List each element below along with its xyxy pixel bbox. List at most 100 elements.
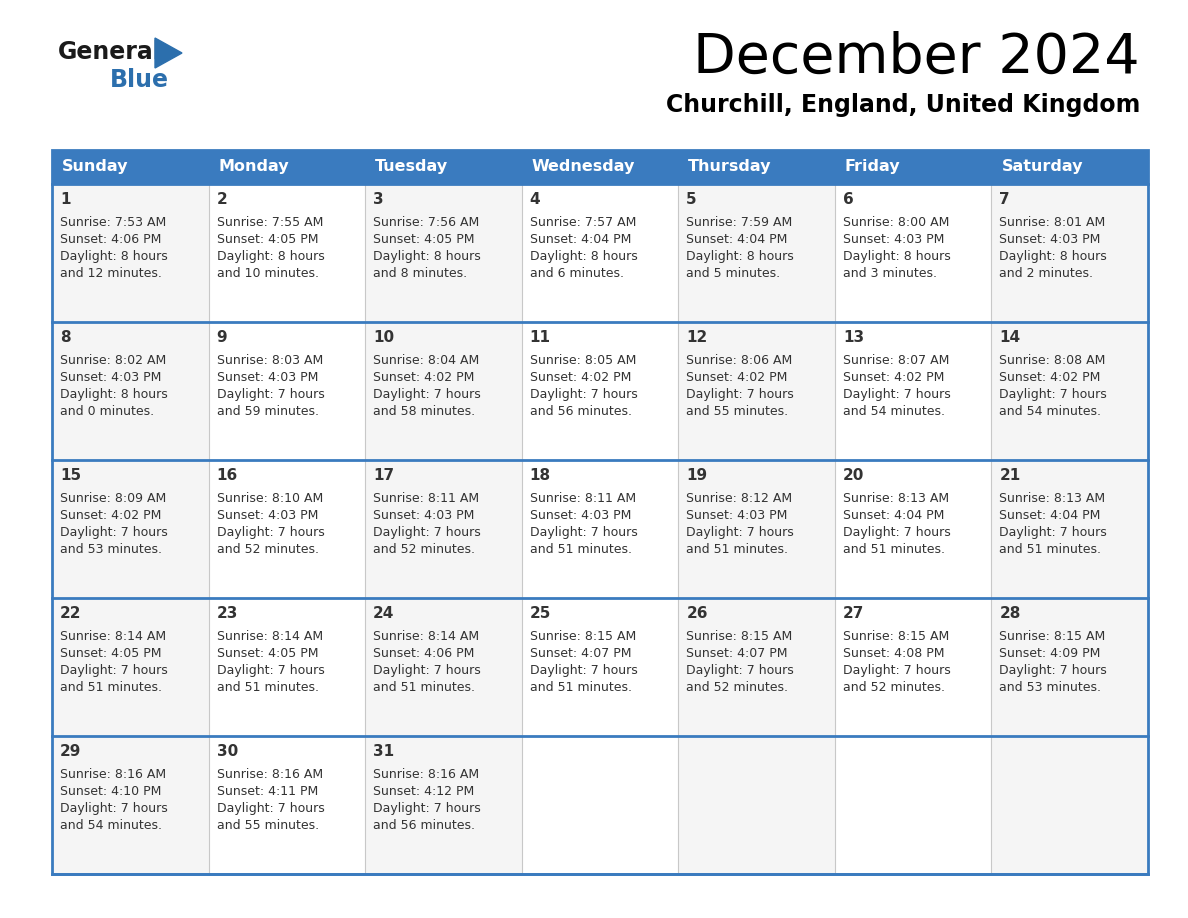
Text: and 12 minutes.: and 12 minutes. xyxy=(61,267,162,280)
Bar xyxy=(209,150,365,184)
Text: Daylight: 7 hours: Daylight: 7 hours xyxy=(687,526,794,539)
Text: Tuesday: Tuesday xyxy=(375,160,448,174)
Text: Sunday: Sunday xyxy=(62,160,128,174)
Text: Sunset: 4:10 PM: Sunset: 4:10 PM xyxy=(61,785,162,798)
Text: Sunrise: 8:16 AM: Sunrise: 8:16 AM xyxy=(373,768,479,781)
Text: and 51 minutes.: and 51 minutes. xyxy=(530,681,632,694)
Text: Sunset: 4:07 PM: Sunset: 4:07 PM xyxy=(530,647,631,660)
Bar xyxy=(52,150,209,184)
Bar xyxy=(835,736,992,874)
Text: Sunrise: 8:14 AM: Sunrise: 8:14 AM xyxy=(373,630,479,643)
Text: and 52 minutes.: and 52 minutes. xyxy=(842,681,944,694)
Bar xyxy=(52,460,209,598)
Bar xyxy=(678,598,835,736)
Text: Sunset: 4:09 PM: Sunset: 4:09 PM xyxy=(999,647,1101,660)
Text: Sunrise: 8:08 AM: Sunrise: 8:08 AM xyxy=(999,354,1106,367)
Text: and 51 minutes.: and 51 minutes. xyxy=(61,681,162,694)
Text: Sunset: 4:03 PM: Sunset: 4:03 PM xyxy=(216,509,318,522)
Text: Daylight: 7 hours: Daylight: 7 hours xyxy=(530,388,638,401)
Text: Sunset: 4:05 PM: Sunset: 4:05 PM xyxy=(216,233,318,246)
Text: Sunrise: 8:04 AM: Sunrise: 8:04 AM xyxy=(373,354,480,367)
Text: Sunrise: 8:15 AM: Sunrise: 8:15 AM xyxy=(687,630,792,643)
Bar xyxy=(835,460,992,598)
Text: Sunrise: 8:01 AM: Sunrise: 8:01 AM xyxy=(999,216,1106,229)
Bar xyxy=(209,322,365,460)
Text: and 54 minutes.: and 54 minutes. xyxy=(842,405,944,418)
Text: General: General xyxy=(58,40,162,64)
Bar xyxy=(678,322,835,460)
Text: 19: 19 xyxy=(687,468,707,484)
Bar xyxy=(52,598,209,736)
Text: Sunrise: 7:57 AM: Sunrise: 7:57 AM xyxy=(530,216,636,229)
Text: Sunset: 4:11 PM: Sunset: 4:11 PM xyxy=(216,785,318,798)
Text: Sunset: 4:05 PM: Sunset: 4:05 PM xyxy=(373,233,475,246)
Text: Sunrise: 8:11 AM: Sunrise: 8:11 AM xyxy=(530,492,636,505)
Text: and 51 minutes.: and 51 minutes. xyxy=(373,681,475,694)
Text: 25: 25 xyxy=(530,607,551,621)
Text: and 53 minutes.: and 53 minutes. xyxy=(61,543,162,556)
Text: and 10 minutes.: and 10 minutes. xyxy=(216,267,318,280)
Text: Sunset: 4:04 PM: Sunset: 4:04 PM xyxy=(999,509,1101,522)
Text: Sunrise: 8:06 AM: Sunrise: 8:06 AM xyxy=(687,354,792,367)
Text: Sunset: 4:04 PM: Sunset: 4:04 PM xyxy=(530,233,631,246)
Text: Sunrise: 8:13 AM: Sunrise: 8:13 AM xyxy=(842,492,949,505)
Text: and 6 minutes.: and 6 minutes. xyxy=(530,267,624,280)
Text: Daylight: 8 hours: Daylight: 8 hours xyxy=(61,388,168,401)
Text: Sunset: 4:03 PM: Sunset: 4:03 PM xyxy=(216,371,318,384)
Text: and 56 minutes.: and 56 minutes. xyxy=(530,405,632,418)
Text: Daylight: 7 hours: Daylight: 7 hours xyxy=(687,664,794,677)
Text: Sunset: 4:03 PM: Sunset: 4:03 PM xyxy=(530,509,631,522)
Text: Sunset: 4:04 PM: Sunset: 4:04 PM xyxy=(842,509,944,522)
Text: Friday: Friday xyxy=(845,160,901,174)
Text: Sunrise: 8:16 AM: Sunrise: 8:16 AM xyxy=(216,768,323,781)
Text: Daylight: 7 hours: Daylight: 7 hours xyxy=(61,526,168,539)
Text: and 59 minutes.: and 59 minutes. xyxy=(216,405,318,418)
Text: and 55 minutes.: and 55 minutes. xyxy=(687,405,789,418)
Text: 20: 20 xyxy=(842,468,864,484)
Bar xyxy=(678,460,835,598)
Text: Sunrise: 8:16 AM: Sunrise: 8:16 AM xyxy=(61,768,166,781)
Text: and 52 minutes.: and 52 minutes. xyxy=(687,681,789,694)
Text: and 51 minutes.: and 51 minutes. xyxy=(842,543,944,556)
Bar xyxy=(992,184,1148,322)
Bar xyxy=(992,736,1148,874)
Text: 1: 1 xyxy=(61,193,70,207)
Text: Daylight: 8 hours: Daylight: 8 hours xyxy=(530,250,638,263)
Polygon shape xyxy=(154,38,182,68)
Text: Churchill, England, United Kingdom: Churchill, England, United Kingdom xyxy=(665,93,1140,117)
Text: Monday: Monday xyxy=(219,160,289,174)
Bar xyxy=(992,598,1148,736)
Text: Sunset: 4:03 PM: Sunset: 4:03 PM xyxy=(999,233,1101,246)
Text: Daylight: 7 hours: Daylight: 7 hours xyxy=(61,664,168,677)
Text: Wednesday: Wednesday xyxy=(532,160,636,174)
Text: 7: 7 xyxy=(999,193,1010,207)
Text: Daylight: 7 hours: Daylight: 7 hours xyxy=(373,526,481,539)
Text: Sunrise: 8:13 AM: Sunrise: 8:13 AM xyxy=(999,492,1106,505)
Text: Sunset: 4:03 PM: Sunset: 4:03 PM xyxy=(373,509,474,522)
Text: Daylight: 7 hours: Daylight: 7 hours xyxy=(842,526,950,539)
Bar xyxy=(365,460,522,598)
Text: 24: 24 xyxy=(373,607,394,621)
Text: Sunset: 4:07 PM: Sunset: 4:07 PM xyxy=(687,647,788,660)
Bar xyxy=(522,184,678,322)
Text: Daylight: 7 hours: Daylight: 7 hours xyxy=(373,388,481,401)
Text: Sunset: 4:03 PM: Sunset: 4:03 PM xyxy=(687,509,788,522)
Text: 8: 8 xyxy=(61,330,70,345)
Text: Sunrise: 8:11 AM: Sunrise: 8:11 AM xyxy=(373,492,479,505)
Text: 5: 5 xyxy=(687,193,697,207)
Text: Daylight: 7 hours: Daylight: 7 hours xyxy=(216,802,324,815)
Text: 26: 26 xyxy=(687,607,708,621)
Text: 23: 23 xyxy=(216,607,238,621)
Text: Thursday: Thursday xyxy=(688,160,772,174)
Bar xyxy=(835,598,992,736)
Text: Sunset: 4:02 PM: Sunset: 4:02 PM xyxy=(999,371,1101,384)
Text: 3: 3 xyxy=(373,193,384,207)
Text: and 58 minutes.: and 58 minutes. xyxy=(373,405,475,418)
Text: Sunset: 4:05 PM: Sunset: 4:05 PM xyxy=(61,647,162,660)
Text: Daylight: 8 hours: Daylight: 8 hours xyxy=(61,250,168,263)
Text: Sunset: 4:02 PM: Sunset: 4:02 PM xyxy=(61,509,162,522)
Text: 11: 11 xyxy=(530,330,551,345)
Text: Daylight: 7 hours: Daylight: 7 hours xyxy=(216,388,324,401)
Text: 15: 15 xyxy=(61,468,81,484)
Text: and 3 minutes.: and 3 minutes. xyxy=(842,267,937,280)
